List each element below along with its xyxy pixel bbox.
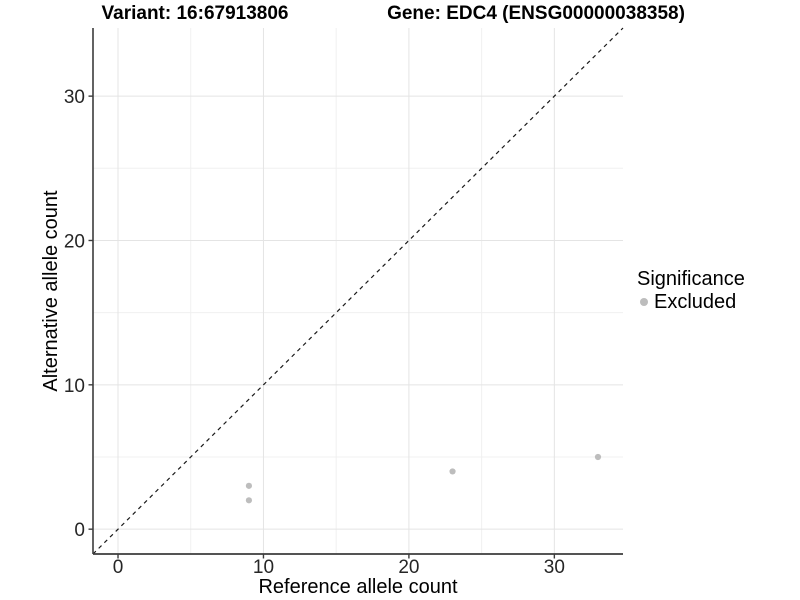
svg-text:0: 0	[113, 557, 124, 578]
svg-text:10: 10	[64, 376, 85, 397]
legend: Significance Excluded	[637, 267, 745, 313]
legend-item-excluded: Excluded	[637, 291, 745, 313]
legend-point-icon	[640, 298, 648, 306]
plot-title-variant: Variant: 16:67913806	[101, 3, 289, 24]
x-axis-title: Reference allele count	[258, 576, 458, 598]
y-axis-title: Alternative allele count	[40, 190, 62, 392]
svg-text:20: 20	[398, 557, 419, 578]
plot-title-gene: Gene: EDC4 (ENSG00000038358)	[387, 3, 685, 24]
svg-text:0: 0	[74, 520, 85, 541]
legend-item-label: Excluded	[654, 291, 737, 313]
legend-title: Significance	[637, 268, 745, 290]
svg-text:20: 20	[64, 231, 85, 252]
svg-text:10: 10	[253, 557, 274, 578]
svg-text:30: 30	[64, 87, 85, 108]
svg-text:30: 30	[544, 557, 565, 578]
